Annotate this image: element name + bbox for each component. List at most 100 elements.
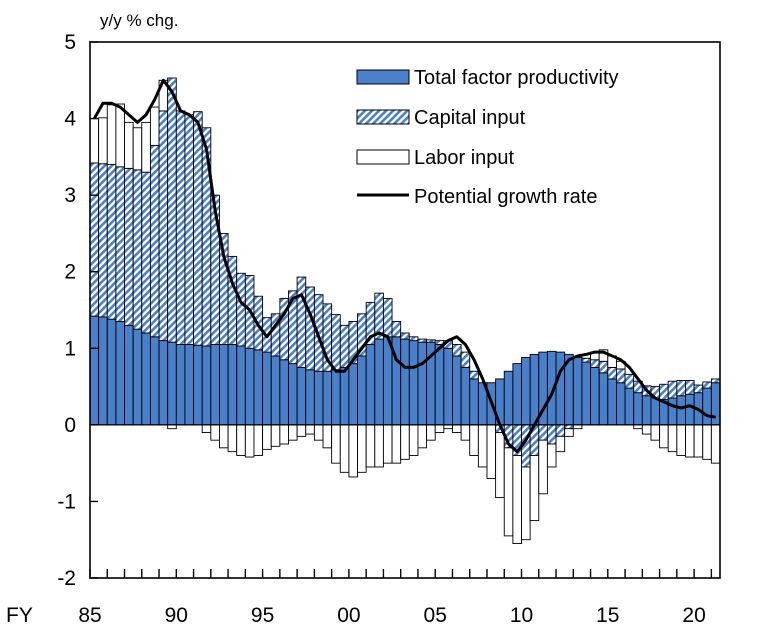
bar-tfp [443, 347, 453, 426]
bar-tfp [279, 359, 289, 426]
bar-capital [89, 162, 100, 317]
y-tick-label: 0 [64, 414, 76, 437]
bar-capital [710, 378, 721, 384]
bar-labor [322, 424, 333, 449]
bar-tfp [141, 332, 151, 426]
bar-labor [391, 424, 402, 464]
bar-tfp [512, 363, 522, 426]
y-tick-label: 2 [64, 261, 76, 284]
bar-capital [685, 380, 695, 395]
bar-tfp [227, 344, 238, 426]
bar-capital [702, 381, 712, 389]
bar-tfp [590, 366, 600, 426]
bar-labor [650, 424, 661, 441]
bar-tfp [305, 369, 315, 426]
bar-tfp [702, 387, 712, 426]
bar-capital [193, 111, 203, 346]
x-tick-label: 00 [337, 604, 360, 627]
bar-tfp [529, 353, 540, 426]
x-tick-label: 05 [424, 604, 447, 627]
bar-capital [581, 357, 591, 363]
bar-labor [469, 424, 479, 456]
bar-labor [693, 424, 704, 458]
bar-tfp [521, 357, 531, 426]
bar-capital [607, 366, 617, 380]
legend-label-capital: Capital input [414, 107, 526, 129]
bar-labor [452, 424, 462, 433]
bar-tfp [322, 370, 333, 426]
bar-tfp [158, 340, 169, 426]
bar-labor [149, 106, 160, 146]
bars-layer [89, 77, 721, 544]
bar-labor [115, 103, 125, 168]
x-tick-label: 20 [682, 604, 705, 627]
bar-capital [659, 383, 669, 401]
bar-labor [348, 424, 358, 478]
bar-capital [460, 351, 471, 368]
bar-tfp [348, 363, 358, 426]
bar-tfp [331, 369, 341, 426]
bar-labor [477, 424, 488, 468]
bar-labor [521, 466, 531, 541]
bar-tfp [417, 341, 428, 426]
bar-labor [236, 424, 246, 456]
bar-labor [106, 104, 117, 165]
bar-capital [400, 332, 410, 340]
bar-labor [382, 424, 393, 464]
bar-tfp [201, 345, 212, 426]
bar-tfp [624, 387, 635, 426]
bar-labor [132, 127, 143, 171]
x-tick-label: 85 [78, 604, 101, 627]
y-tick-label: -1 [57, 490, 76, 513]
bar-labor [512, 455, 522, 544]
plot-frame [89, 41, 721, 579]
bar-capital [236, 272, 246, 347]
bar-labor [365, 424, 376, 468]
bar-capital [546, 424, 557, 445]
bar-capital [426, 339, 436, 343]
bar-tfp [633, 392, 643, 426]
bar-labor [218, 424, 229, 449]
bar-labor [374, 424, 384, 468]
bar-labor [98, 117, 108, 165]
bar-tfp [210, 344, 220, 426]
bar-labor [210, 424, 220, 441]
bar-tfp [469, 378, 479, 426]
bar-capital [624, 373, 635, 389]
bar-labor [339, 424, 350, 473]
legend-swatch-tfp [356, 69, 410, 85]
legend-label-labor: Labor input [414, 147, 515, 169]
bar-labor [710, 424, 721, 464]
bar-capital [305, 286, 315, 371]
bar-capital [141, 171, 151, 334]
bar-capital [124, 167, 134, 326]
legend-label-potential: Potential growth rate [414, 186, 597, 208]
bar-capital [667, 380, 678, 399]
bar-labor [227, 424, 238, 453]
bar-tfp [676, 395, 686, 426]
bar-labor [529, 455, 540, 522]
bar-tfp [89, 315, 100, 426]
bar-tfp [572, 357, 583, 426]
bar-labor [426, 424, 436, 441]
bar-labor [313, 424, 324, 441]
bar-capital [175, 110, 186, 345]
bar-capital [391, 321, 402, 338]
bar-capital [167, 77, 177, 343]
bar-tfp [607, 378, 617, 426]
y-tick-label: 4 [64, 108, 76, 131]
bar-labor [486, 424, 497, 479]
bar-capital [598, 360, 609, 374]
bar-labor [141, 121, 151, 173]
bar-labor [253, 424, 264, 456]
bar-capital [555, 424, 566, 437]
bar-tfp [132, 328, 143, 426]
bar-capital [98, 163, 108, 318]
bar-labor [546, 443, 557, 468]
bar-labor [408, 424, 419, 456]
bar-tfp [98, 316, 108, 426]
bar-tfp [339, 366, 350, 426]
bar-tfp [685, 393, 695, 426]
bar-labor [676, 424, 686, 456]
bar-tfp [555, 351, 566, 426]
